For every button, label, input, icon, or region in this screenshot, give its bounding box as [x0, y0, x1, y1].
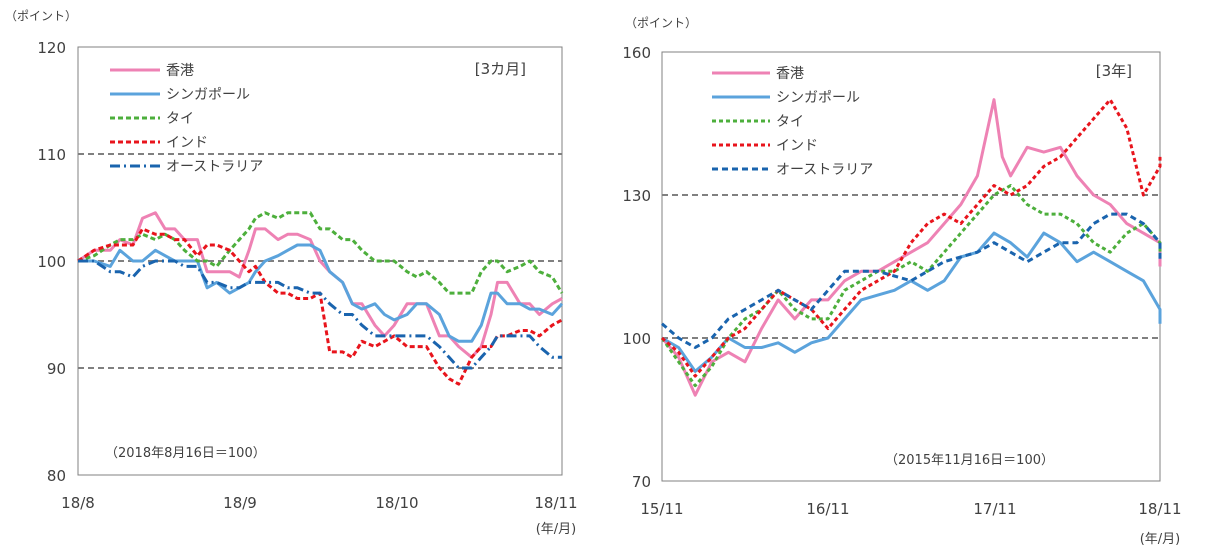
y-tick-label: 130: [622, 187, 651, 205]
series-line: [77, 227, 563, 386]
y-axis-unit: （ポイント）: [5, 9, 77, 23]
legend-label: オーストラリア: [776, 162, 873, 178]
chart-3year: （ポイント） 160 130 100 70 15/11 16/11 17/11 …: [622, 16, 1181, 547]
series-line: [78, 259, 562, 370]
x-tick-label: 18/9: [223, 494, 257, 512]
legend-label: シンガポール: [166, 87, 250, 103]
series-line: [78, 243, 564, 343]
series-line: [661, 231, 1162, 373]
legend-label: インド: [166, 135, 208, 151]
x-tick-label: 16/11: [806, 500, 849, 518]
base-note: （2015年11月16日＝100）: [885, 453, 1054, 468]
y-tick-label: 100: [37, 253, 66, 271]
x-tick-label: 18/11: [1138, 500, 1181, 518]
legend-label: 香港: [776, 66, 804, 82]
series-group: [660, 98, 1162, 397]
x-axis-unit: (年/月): [536, 522, 577, 537]
reference-lines: [662, 194, 1160, 339]
plot-frame: [661, 51, 1161, 482]
y-tick-label: 70: [632, 473, 651, 491]
period-label: [3カ月]: [475, 60, 526, 78]
x-tick-label: 17/11: [973, 500, 1016, 518]
y-axis-unit: （ポイント）: [625, 16, 697, 30]
x-axis-unit: (年/月): [1140, 532, 1181, 547]
series-line: [77, 211, 563, 359]
series-line: [660, 98, 1162, 397]
series-line: [77, 211, 564, 295]
y-tick-label: 110: [37, 146, 66, 164]
y-tick-label: 80: [47, 467, 66, 485]
y-tick-label: 90: [47, 360, 66, 378]
legend-label: 香港: [166, 63, 194, 79]
legend-label: シンガポール: [776, 90, 860, 106]
y-tick-label: 160: [622, 44, 651, 62]
series-line: [660, 184, 1162, 388]
base-note: （2018年8月16日＝100）: [105, 446, 266, 461]
x-tick-label: 15/11: [640, 500, 683, 518]
y-tick-label: 120: [37, 39, 66, 57]
series-group: [77, 211, 564, 386]
legend-label: タイ: [166, 111, 194, 127]
x-tick-label: 18/8: [61, 494, 95, 512]
period-label: [3年]: [1096, 62, 1132, 80]
chart-3month: （ポイント） 120 110 100 90 80 18/8 18/9 18/10…: [5, 9, 578, 537]
y-tick-label: 100: [622, 330, 651, 348]
legend-label: オーストラリア: [166, 159, 263, 175]
legend-label: インド: [776, 138, 818, 154]
x-tick-label: 18/10: [375, 494, 418, 512]
x-tick-label: 18/11: [534, 494, 577, 512]
legend-label: タイ: [776, 114, 804, 130]
series-line: [661, 212, 1162, 349]
